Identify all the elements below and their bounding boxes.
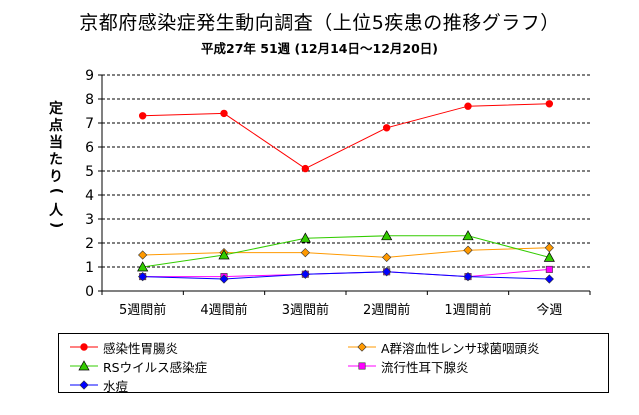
series-1 xyxy=(138,100,554,173)
legend-swatch xyxy=(70,380,98,390)
x-tick-label: 3週間前 xyxy=(282,302,329,318)
legend-item: 流行性耳下腺炎 xyxy=(347,358,469,375)
y-tick-label: 4 xyxy=(85,188,94,204)
legend-marker xyxy=(357,342,367,352)
y-axis-label-char: 人 xyxy=(49,203,63,219)
data-point xyxy=(463,271,473,282)
legend-swatch xyxy=(348,342,376,352)
legend-label: 水痘 xyxy=(103,378,129,394)
data-point xyxy=(137,261,149,272)
series-3 xyxy=(137,230,555,272)
legend-swatch xyxy=(348,362,376,370)
legend-marker xyxy=(80,343,88,351)
x-tick-label: 今週 xyxy=(536,302,562,318)
y-tick-label: 7 xyxy=(85,116,94,132)
data-point xyxy=(544,243,554,253)
y-tick-label: 6 xyxy=(85,140,94,156)
chart-subtitle: 平成27年 51週 (12月14日～12月20日) xyxy=(201,41,438,56)
y-tick-label: 1 xyxy=(85,260,94,276)
data-point xyxy=(300,269,310,279)
data-point xyxy=(544,274,554,284)
y-tick-label: 5 xyxy=(85,164,94,180)
y-axis-label-char: り xyxy=(49,169,63,185)
legend-label: RSウイルス感染症 xyxy=(103,359,208,375)
series-line xyxy=(142,271,550,280)
y-axis-label-char: 点 xyxy=(49,118,63,134)
legend: 感染性胃腸炎 A群溶血性レンサ球菌咽頭炎 RSウイルス感染症 流行性耳下腺炎水痘 xyxy=(58,333,609,394)
data-point xyxy=(138,112,147,120)
x-tick-label: 2週間前 xyxy=(363,302,410,318)
series-5 xyxy=(138,267,554,284)
legend-swatch xyxy=(70,360,98,371)
data-point xyxy=(382,267,392,277)
data-point xyxy=(219,274,229,284)
y-axis-label-char: ) xyxy=(48,221,64,229)
y-axis-label-char: た xyxy=(49,152,63,168)
legend-swatch xyxy=(70,343,98,351)
legend-item: RSウイルス感染症 xyxy=(69,358,208,375)
data-point xyxy=(545,265,553,273)
y-tick-label: 9 xyxy=(85,68,94,84)
legend-item: 水痘 xyxy=(69,377,129,394)
data-point xyxy=(299,232,311,243)
y-tick-label: 0 xyxy=(85,284,94,300)
x-tick-label: 4週間前 xyxy=(200,302,247,318)
data-point xyxy=(220,109,228,118)
data-point xyxy=(543,251,555,262)
data-point xyxy=(382,124,391,132)
data-point xyxy=(218,249,230,260)
data-point xyxy=(301,164,310,173)
y-axis-label-char: 当 xyxy=(49,135,63,151)
legend-marker xyxy=(358,362,366,370)
x-tick-label: 5週間前 xyxy=(119,302,166,318)
legend-label: A群溶血性レンサ球菌咽頭炎 xyxy=(381,340,540,356)
data-point xyxy=(382,252,392,263)
series-line xyxy=(142,235,550,268)
legend-label: 流行性耳下腺炎 xyxy=(381,359,469,375)
series-line xyxy=(142,247,550,258)
legend-marker xyxy=(79,380,89,390)
data-point xyxy=(463,245,473,255)
data-point xyxy=(300,247,310,258)
y-tick-label: 2 xyxy=(85,236,94,252)
x-tick-label: 1週間前 xyxy=(444,302,491,318)
y-tick-label: 3 xyxy=(85,212,94,228)
legend-marker xyxy=(78,360,90,371)
data-point xyxy=(138,250,148,260)
data-point xyxy=(464,102,472,110)
y-axis-label-char: ( xyxy=(48,187,64,195)
legend-label: 感染性胃腸炎 xyxy=(103,340,179,356)
legend-item: 感染性胃腸炎 xyxy=(69,339,179,356)
y-tick-label: 8 xyxy=(85,92,94,108)
data-point xyxy=(545,100,554,108)
legend-item: A群溶血性レンサ球菌咽頭炎 xyxy=(347,339,540,356)
data-point xyxy=(381,230,393,241)
data-point xyxy=(462,230,474,241)
chart-title: 京都府感染症発生動向調査（上位5疾患の推移グラフ） xyxy=(79,12,560,34)
y-axis-label-char: 定 xyxy=(49,101,63,117)
data-point xyxy=(138,271,148,282)
series-line xyxy=(142,103,550,170)
